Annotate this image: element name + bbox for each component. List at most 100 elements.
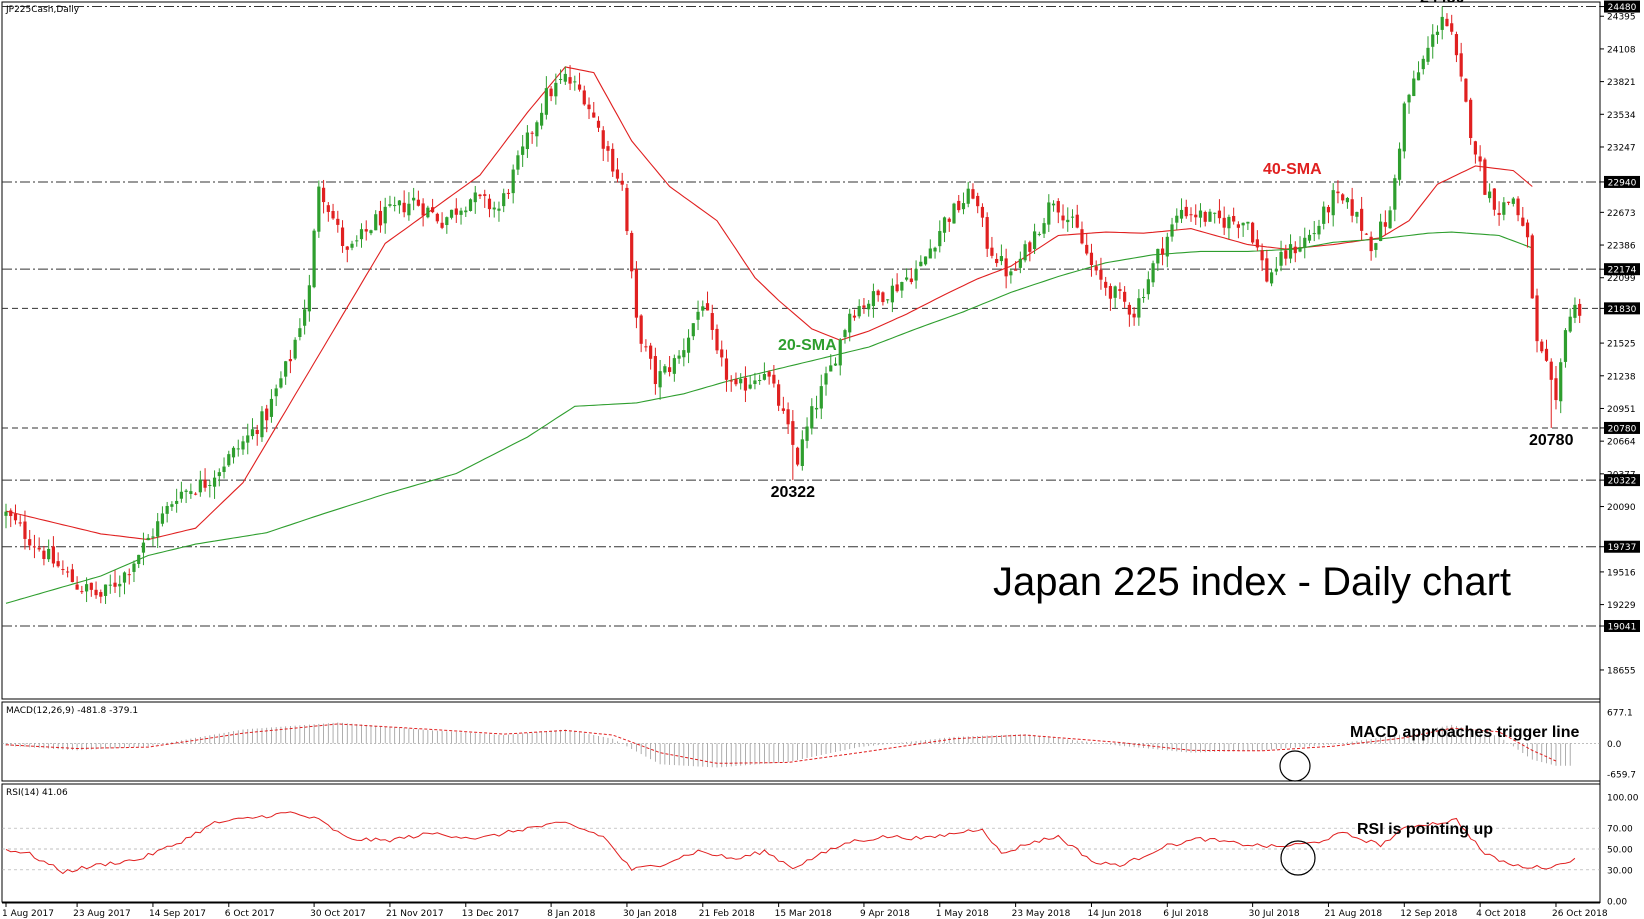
candle-body	[284, 361, 288, 377]
price-tick-label: 19516	[1607, 568, 1636, 578]
candle-body	[212, 477, 217, 487]
candle-body	[1312, 233, 1316, 235]
candle-body	[1549, 361, 1553, 380]
candle-body	[1388, 210, 1392, 229]
candle-body	[530, 132, 534, 134]
series-40-SMA	[5, 66, 1533, 541]
candle-body	[805, 426, 809, 441]
candle-body	[1014, 269, 1018, 271]
candle-body	[1156, 248, 1160, 264]
candle-body	[990, 247, 994, 256]
candle-body	[393, 205, 397, 207]
candle-body	[326, 205, 330, 212]
candle-body	[1450, 23, 1454, 32]
candle-body	[558, 78, 563, 80]
candle-body	[800, 439, 804, 466]
candle-body	[1246, 221, 1250, 224]
candle-body	[1506, 201, 1511, 203]
candle-body	[23, 521, 27, 539]
candle-body	[867, 303, 871, 310]
candle-body	[724, 358, 729, 380]
candle-body	[298, 328, 302, 337]
time-tick-label: 21 Aug 2018	[1324, 909, 1382, 919]
candle-body	[1563, 330, 1568, 362]
candle-body	[833, 363, 838, 366]
price-tick-label: 23821	[1607, 78, 1636, 88]
price-level-tag	[1604, 421, 1640, 434]
candle-body	[1108, 286, 1113, 299]
candle-body	[895, 284, 899, 292]
candle-body	[317, 186, 321, 232]
candle-body	[274, 388, 278, 397]
candle-body	[900, 282, 904, 291]
candle-body	[1383, 222, 1387, 227]
candle-body	[483, 194, 487, 196]
candle-body	[843, 330, 847, 338]
candle-body	[601, 130, 605, 149]
candle-body	[497, 208, 501, 211]
candle-body	[1236, 224, 1240, 228]
candle-body	[175, 500, 179, 504]
time-tick-label: 21 Feb 2018	[699, 909, 755, 919]
candle-body	[303, 309, 307, 326]
candle-body	[132, 563, 136, 572]
candle-body	[1080, 229, 1084, 244]
symbol-label: JP225Cash,Daily	[5, 5, 80, 15]
candle-body	[1284, 250, 1288, 259]
candle-body	[1426, 47, 1430, 62]
candle-body	[1445, 18, 1449, 27]
candle-body	[269, 398, 274, 417]
candle-body	[1288, 244, 1293, 259]
candle-body	[1217, 210, 1222, 219]
candle-body	[1051, 203, 1056, 206]
price-tick-label: 18655	[1607, 666, 1636, 676]
candle-body	[1232, 216, 1236, 222]
candle-body	[999, 256, 1003, 262]
candle-body	[985, 217, 989, 249]
candle-body	[369, 230, 373, 234]
time-tick-label: 9 Apr 2018	[860, 909, 910, 919]
candle-body	[402, 202, 406, 213]
candle-body	[1241, 222, 1245, 226]
price-tick-label: 20090	[1607, 503, 1636, 513]
candle-body	[9, 510, 13, 517]
time-tick-label: 6 Oct 2017	[225, 909, 275, 919]
candle-body	[440, 222, 444, 228]
candle-body	[1521, 217, 1525, 226]
candle-body	[568, 77, 572, 84]
candle-body	[1421, 58, 1425, 70]
price-tick-label: 20664	[1607, 438, 1636, 448]
candle-body	[540, 112, 544, 126]
time-tick-label: 30 Jul 2018	[1249, 909, 1300, 919]
price-tick-label: 24108	[1607, 45, 1636, 55]
candle-body	[37, 547, 41, 550]
candle-body	[279, 378, 283, 388]
candle-body	[1435, 31, 1440, 35]
candle-body	[1208, 211, 1212, 222]
rsi-note: RSI is pointing up	[1357, 821, 1493, 838]
candle-body	[1293, 246, 1297, 254]
candle-body	[1341, 194, 1345, 201]
candle-body	[1037, 233, 1041, 235]
candle-body	[1227, 216, 1231, 229]
candle-body	[573, 81, 577, 83]
candle-body	[1497, 212, 1501, 215]
candle-body	[336, 218, 340, 225]
candle-body	[194, 493, 198, 495]
candle-body	[810, 406, 814, 429]
time-tick-label: 13 Dec 2017	[462, 909, 520, 919]
candle-body	[374, 214, 378, 231]
price-level-tag	[1604, 175, 1640, 188]
candle-body	[1113, 286, 1117, 298]
candle-body	[113, 582, 117, 587]
candle-body	[1009, 271, 1013, 276]
candle-body	[1070, 216, 1075, 218]
candle-body	[1123, 291, 1127, 302]
candle-body	[1175, 215, 1179, 223]
candle-body	[388, 204, 392, 206]
rsi-line	[5, 811, 1576, 875]
rsi-tick-label: 30.00	[1607, 866, 1633, 876]
candle-body	[18, 522, 22, 524]
candle-body	[705, 303, 710, 311]
candle-body	[32, 546, 37, 548]
